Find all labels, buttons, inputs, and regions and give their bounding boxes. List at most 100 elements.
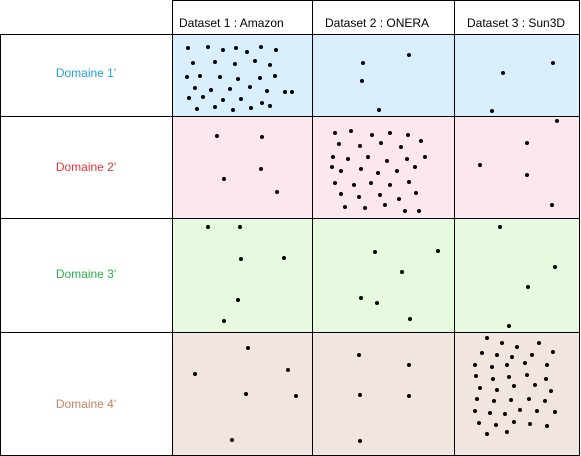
- sample-point: [273, 74, 277, 78]
- sample-point: [248, 85, 252, 89]
- grid-line: [0, 34, 1, 456]
- cell-domaine-2-dataset-2: [313, 117, 454, 218]
- sample-point: [490, 109, 494, 113]
- sample-point: [406, 133, 410, 137]
- sample-point: [233, 62, 237, 66]
- sample-point: [275, 190, 279, 194]
- sample-point: [236, 77, 240, 81]
- sample-point: [193, 86, 197, 90]
- sample-point: [485, 336, 489, 340]
- sample-point: [515, 345, 519, 349]
- sample-point: [352, 183, 356, 187]
- sample-point: [357, 195, 361, 199]
- sample-point: [423, 155, 427, 159]
- sample-point: [395, 169, 399, 173]
- sample-point: [478, 386, 482, 390]
- sample-point: [379, 141, 383, 145]
- sample-point: [399, 145, 403, 149]
- sample-point: [369, 181, 373, 185]
- sample-point: [543, 399, 547, 403]
- grid-line: [0, 332, 580, 333]
- sample-point: [527, 397, 531, 401]
- sample-point: [185, 75, 189, 79]
- sample-point: [333, 131, 337, 135]
- sample-point: [186, 46, 190, 50]
- grid-line: [0, 34, 580, 35]
- sample-point: [222, 177, 226, 181]
- sample-point: [239, 97, 243, 101]
- sample-point: [490, 365, 494, 369]
- sample-point: [475, 397, 479, 401]
- column-header-dataset-3: Dataset 3 : Sun3D: [467, 16, 566, 30]
- sample-point: [376, 171, 380, 175]
- sample-point: [473, 363, 477, 367]
- sample-point: [375, 301, 379, 305]
- sample-point: [268, 63, 272, 67]
- sample-point: [407, 53, 411, 57]
- sample-point: [283, 90, 287, 94]
- sample-point: [551, 61, 555, 65]
- sample-point: [388, 183, 392, 187]
- cell-domaine-3-dataset-3: [455, 219, 579, 332]
- sample-point: [535, 409, 539, 413]
- sample-point: [330, 165, 334, 169]
- sample-point: [346, 157, 350, 161]
- cell-domaine-4-dataset-1: [173, 333, 312, 455]
- grid-line: [454, 0, 455, 456]
- cell-domaine-1-dataset-2: [313, 35, 454, 116]
- sample-point: [553, 410, 557, 414]
- sample-point: [358, 393, 362, 397]
- cell-domaine-2-dataset-1: [173, 117, 312, 218]
- grid-line: [172, 0, 173, 456]
- sample-point: [388, 131, 392, 135]
- sample-point: [414, 191, 418, 195]
- sample-point: [206, 45, 210, 49]
- sample-point: [221, 98, 225, 102]
- sample-point: [551, 350, 555, 354]
- cell-domaine-1-dataset-1: [173, 35, 312, 116]
- sample-point: [370, 133, 374, 137]
- sample-point: [213, 105, 217, 109]
- sample-point: [407, 180, 411, 184]
- sample-point: [474, 374, 478, 378]
- sample-point: [408, 317, 412, 321]
- cell-domaine-2-dataset-3: [455, 117, 579, 218]
- row-label-domaine-3: Domaine 3': [55, 267, 117, 281]
- sample-point: [359, 167, 363, 171]
- sample-point: [495, 388, 499, 392]
- sample-point: [244, 392, 248, 396]
- sample-point: [213, 60, 217, 64]
- sample-point: [258, 76, 262, 80]
- sample-point: [518, 408, 522, 412]
- sample-point: [533, 383, 537, 387]
- sample-point: [209, 88, 213, 92]
- sample-point: [537, 341, 541, 345]
- sample-point: [500, 341, 504, 345]
- sample-point: [512, 384, 516, 388]
- sample-point: [478, 163, 482, 167]
- sample-point: [492, 399, 496, 403]
- sample-point: [221, 48, 225, 52]
- sample-point: [286, 368, 290, 372]
- sample-point: [385, 159, 389, 163]
- sample-point: [528, 422, 532, 426]
- sample-point: [501, 71, 505, 75]
- sample-point: [383, 203, 387, 207]
- sample-point: [417, 209, 421, 213]
- sample-point: [245, 50, 249, 54]
- sample-point: [510, 355, 514, 359]
- sample-point: [349, 129, 353, 133]
- sample-point: [366, 155, 370, 159]
- grid-line: [312, 0, 313, 456]
- sample-point: [526, 285, 530, 289]
- sample-point: [259, 45, 263, 49]
- sample-point: [480, 351, 484, 355]
- sample-point: [195, 107, 199, 111]
- cell-domaine-4-dataset-2: [313, 333, 454, 455]
- sample-point: [530, 353, 534, 357]
- sample-point: [339, 169, 343, 173]
- sample-point: [253, 59, 257, 63]
- sample-point: [198, 74, 202, 78]
- sample-point: [222, 319, 226, 323]
- sample-point: [193, 372, 197, 376]
